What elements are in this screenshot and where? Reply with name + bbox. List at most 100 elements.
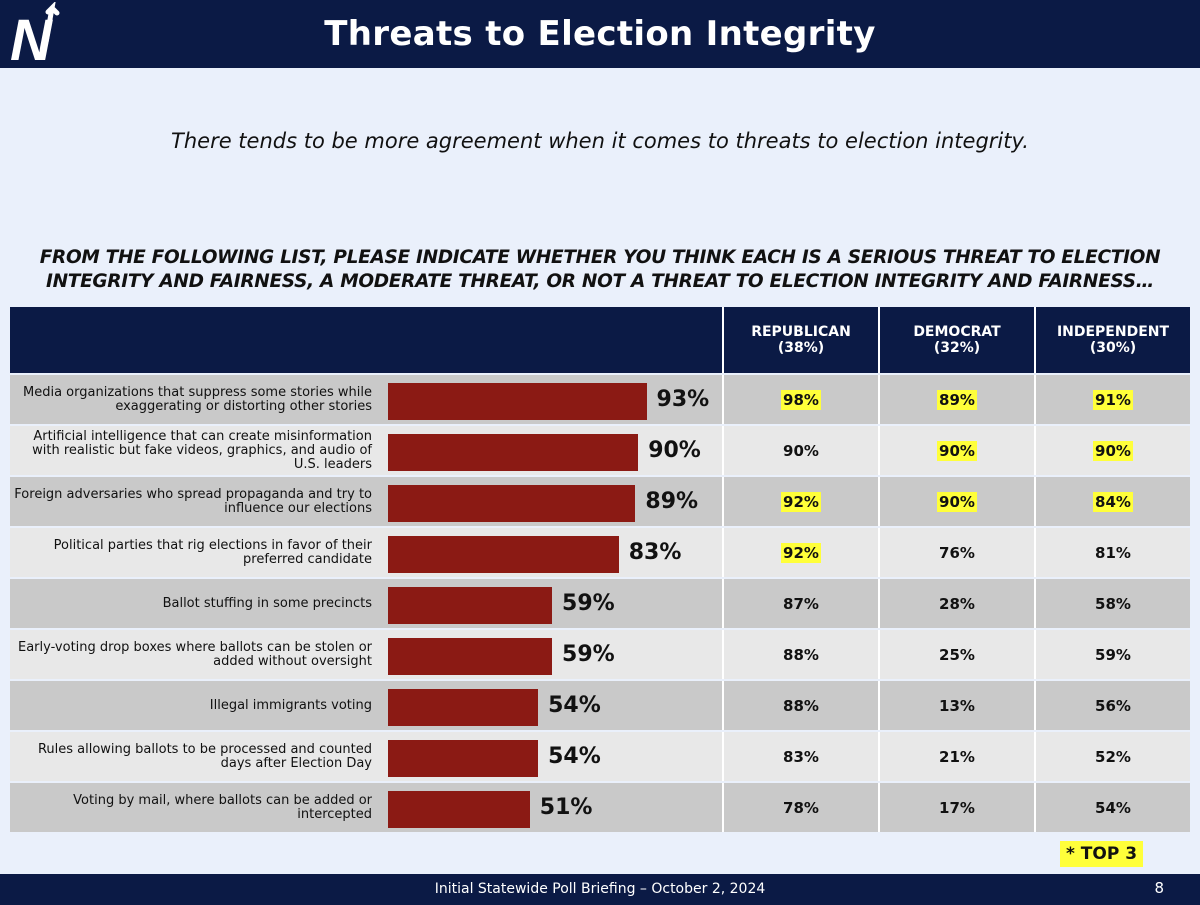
- category-label: Political parties that rig elections in …: [53, 537, 372, 567]
- column-share: (30%): [1089, 340, 1137, 356]
- cell-independent: 56%: [1034, 681, 1190, 730]
- bar-value-label: 51%: [539, 795, 593, 820]
- cell-value: 25%: [939, 645, 975, 664]
- bar-value-label: 54%: [548, 744, 601, 769]
- cell-value: 52%: [1095, 747, 1131, 766]
- cell-republican: 90%: [722, 426, 878, 475]
- bar: [388, 791, 530, 828]
- cell-republican: 87%: [722, 579, 878, 628]
- cell-independent: 54%: [1034, 783, 1190, 832]
- top3-legend: * TOP 3: [1060, 841, 1144, 867]
- bar: [388, 689, 539, 726]
- survey-question: FROM THE FOLLOWING LIST, PLEASE INDICATE…: [39, 247, 1161, 292]
- cell-independent: 81%: [1034, 528, 1190, 577]
- bar: [388, 434, 639, 471]
- table-row: Media organizations that suppress some s…: [10, 375, 1190, 424]
- cell-democrat: 90%: [878, 477, 1034, 526]
- cell-value: 78%: [783, 798, 819, 817]
- cell-value: 17%: [939, 798, 975, 817]
- table-row: Foreign adversaries who spread propagand…: [10, 477, 1190, 526]
- cell-value: 81%: [1095, 543, 1131, 562]
- cell-democrat: 21%: [878, 732, 1034, 781]
- cell-value: 92%: [781, 491, 821, 512]
- cell-democrat: 76%: [878, 528, 1034, 577]
- column-name: DEMOCRAT: [913, 324, 1001, 340]
- cell-value: 90%: [937, 440, 977, 461]
- category-label: Early-voting drop boxes where ballots ca…: [17, 639, 372, 669]
- bar: [388, 740, 539, 777]
- category-label: Voting by mail, where ballots can be add…: [73, 792, 372, 822]
- table-row: Artificial intelligence that can create …: [10, 426, 1190, 475]
- cell-value: 88%: [783, 696, 819, 715]
- bar: [388, 383, 647, 420]
- cell-value: 98%: [781, 389, 821, 410]
- cell-value: 89%: [937, 389, 977, 410]
- cell-value: 92%: [781, 542, 821, 563]
- bar: [388, 638, 553, 675]
- cell-democrat: 25%: [878, 630, 1034, 679]
- bar-value-label: 59%: [562, 591, 615, 616]
- bar-value-label: 89%: [645, 489, 699, 514]
- bar-value-label: 59%: [562, 642, 615, 667]
- cell-value: 58%: [1095, 594, 1131, 613]
- cell-value: 83%: [783, 747, 819, 766]
- category-label: Artificial intelligence that can create …: [32, 428, 372, 472]
- cell-value: 87%: [783, 594, 819, 613]
- page-number: 8: [1154, 879, 1164, 897]
- cell-independent: 84%: [1034, 477, 1190, 526]
- column-header-republican: REPUBLICAN (38%): [722, 307, 878, 373]
- header-bar: N Threats to Election Integrity: [0, 0, 1200, 68]
- column-header-independent: INDEPENDENT (30%): [1034, 307, 1190, 373]
- cell-independent: 58%: [1034, 579, 1190, 628]
- category-label: Foreign adversaries who spread propagand…: [14, 486, 372, 516]
- column-name: INDEPENDENT: [1056, 324, 1170, 340]
- category-label: Media organizations that suppress some s…: [23, 384, 372, 414]
- cell-value: 88%: [783, 645, 819, 664]
- category-label: Illegal immigrants voting: [209, 697, 372, 713]
- bar: [388, 536, 619, 573]
- bar-value-label: 93%: [656, 387, 710, 412]
- cell-value: 28%: [939, 594, 975, 613]
- bar-value-label: 54%: [548, 693, 601, 718]
- cell-value: 59%: [1095, 645, 1131, 664]
- cell-democrat: 90%: [878, 426, 1034, 475]
- bar-value-label: 90%: [648, 438, 701, 463]
- cell-value: 90%: [783, 441, 819, 460]
- cell-republican: 88%: [722, 681, 878, 730]
- cell-independent: 90%: [1034, 426, 1190, 475]
- table-header: REPUBLICAN (38%) DEMOCRAT (32%) INDEPEND…: [10, 307, 1190, 373]
- category-label: Rules allowing ballots to be processed a…: [37, 741, 372, 771]
- cell-republican: 98%: [722, 375, 878, 424]
- bar: [388, 485, 636, 522]
- cell-value: 21%: [939, 747, 975, 766]
- cell-republican: 92%: [722, 477, 878, 526]
- cell-value: 76%: [939, 543, 975, 562]
- page-title: Threats to Election Integrity: [324, 14, 876, 54]
- footer-text: Initial Statewide Poll Briefing – Octobe…: [434, 881, 766, 897]
- cell-independent: 59%: [1034, 630, 1190, 679]
- column-share: (32%): [933, 340, 981, 356]
- cell-republican: 92%: [722, 528, 878, 577]
- cell-value: 91%: [1093, 389, 1133, 410]
- cell-republican: 78%: [722, 783, 878, 832]
- bar-value-label: 83%: [628, 540, 682, 565]
- cell-independent: 52%: [1034, 732, 1190, 781]
- cell-independent: 91%: [1034, 375, 1190, 424]
- company-logo-icon: N: [10, 2, 60, 66]
- cell-value: 90%: [1093, 440, 1133, 461]
- cell-democrat: 89%: [878, 375, 1034, 424]
- cell-republican: 88%: [722, 630, 878, 679]
- subtitle: There tends to be more agreement when it…: [171, 129, 1029, 153]
- cell-value: 84%: [1093, 491, 1133, 512]
- table-row: Voting by mail, where ballots can be add…: [10, 783, 1190, 832]
- cell-value: 56%: [1095, 696, 1131, 715]
- cell-value: 90%: [937, 491, 977, 512]
- table-row: Ballot stuffing in some precincts 59% 87% 2…: [10, 579, 1190, 628]
- cell-democrat: 17%: [878, 783, 1034, 832]
- table-row: Illegal immigrants voting 54% 88% 13% 56%: [10, 681, 1190, 730]
- column-share: (38%): [777, 340, 825, 356]
- cell-value: 13%: [939, 696, 975, 715]
- bar: [388, 587, 553, 624]
- footer-bar: Initial Statewide Poll Briefing – Octobe…: [0, 874, 1200, 905]
- category-label: Ballot stuffing in some precincts: [162, 595, 372, 611]
